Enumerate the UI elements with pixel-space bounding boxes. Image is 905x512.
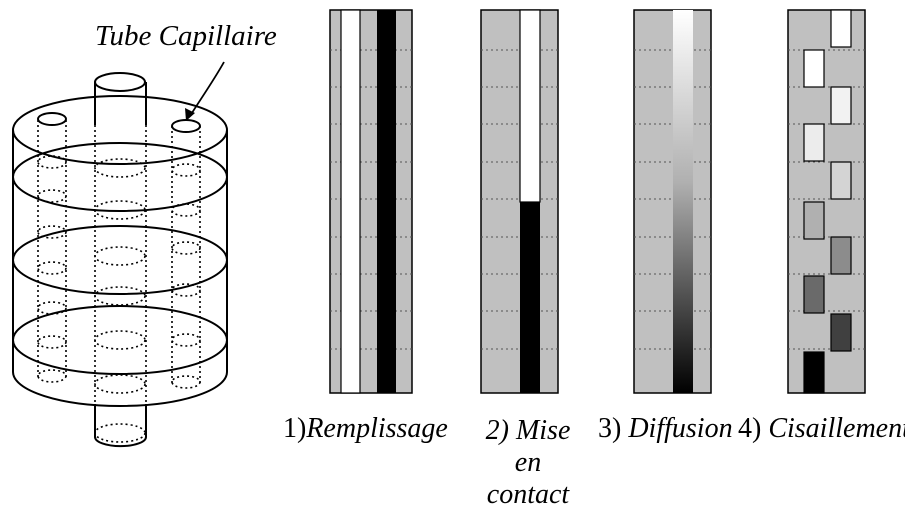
panel-4-background xyxy=(787,9,866,394)
top-central-tube-mouth xyxy=(94,72,146,92)
panel-mise-en-contact xyxy=(480,9,559,394)
panel-remplissage xyxy=(329,9,413,394)
cylinder-drawing xyxy=(12,61,228,448)
disc-3 xyxy=(12,305,228,375)
panel-diffusion xyxy=(633,9,712,394)
panel-2-black-fluid xyxy=(520,202,540,393)
step-1-label: Remplissage xyxy=(306,413,448,444)
step-3-caption: 3) Diffusion xyxy=(598,415,733,443)
step-4-caption: 4) Cisaillement xyxy=(738,415,905,443)
capillary-opening-left xyxy=(37,112,67,126)
step-1-caption: 1)Remplissage xyxy=(283,415,448,443)
capillary-arrow-head xyxy=(185,108,195,121)
panel-1-black-fluid xyxy=(377,10,396,393)
diagram-canvas xyxy=(12,9,866,448)
disc-1 xyxy=(12,142,228,212)
capillary-opening-right xyxy=(171,119,201,133)
internal-tubes xyxy=(37,120,201,443)
panel-1-dotted-lines xyxy=(330,49,412,350)
panel-1-white-fluid xyxy=(340,9,361,394)
step-3-label: Diffusion xyxy=(628,413,733,444)
tube-capillaire-label: Tube Capillaire xyxy=(95,20,277,52)
bottom-central-tube-mouth xyxy=(94,436,147,448)
step-2-caption-block: 2) Mise en contact xyxy=(478,415,578,512)
panel-cisaillement xyxy=(787,9,866,394)
step-2-number-visible: 2) xyxy=(485,415,509,446)
panel-4-sheared-segments xyxy=(803,9,852,394)
step-4-label: Cisaillement xyxy=(768,413,905,444)
step-3-number: 3) xyxy=(598,413,622,444)
step-4-number: 4) xyxy=(738,413,762,444)
capillary-arrow-line xyxy=(189,61,225,117)
step-1-number: 1) xyxy=(283,413,307,444)
panel-3-gradient-fluid xyxy=(673,10,693,393)
panel-3-background xyxy=(633,9,712,394)
cylinder-bottom-rim xyxy=(12,371,228,407)
top-central-tube xyxy=(94,82,147,125)
panel-2-white-fluid xyxy=(519,9,541,203)
disc-2 xyxy=(12,225,228,295)
bottom-central-tube xyxy=(94,404,147,437)
